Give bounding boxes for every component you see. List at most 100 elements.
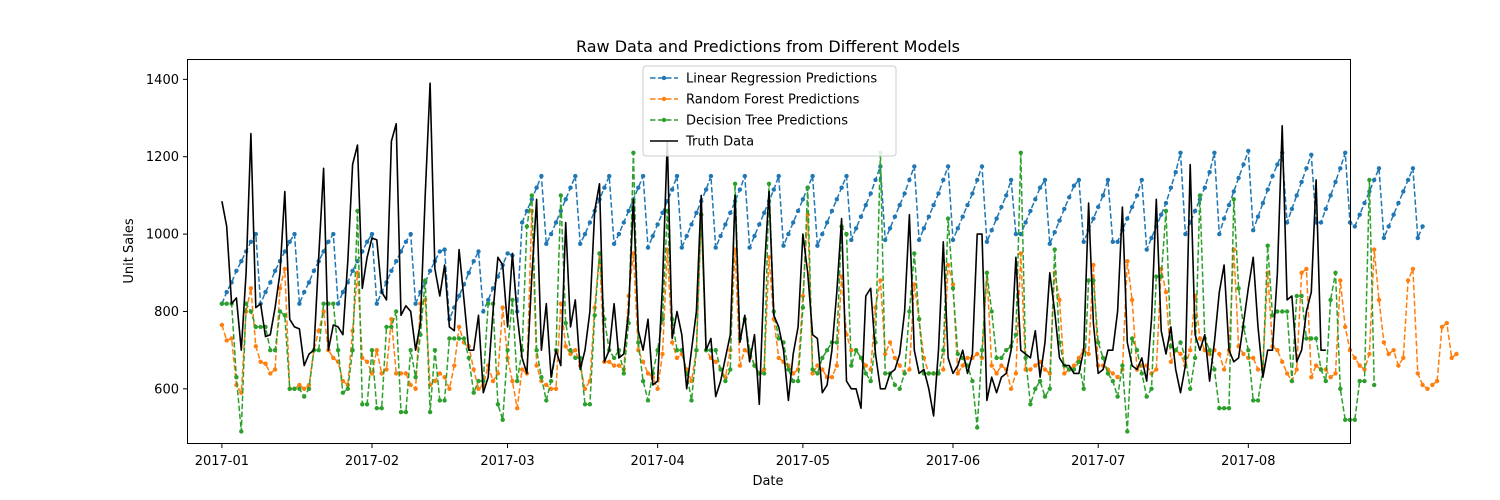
x-tick-label: 2017-03 <box>480 454 534 469</box>
data-point <box>539 375 544 380</box>
data-point <box>728 367 733 372</box>
data-point <box>253 344 258 349</box>
data-point <box>955 371 960 376</box>
data-point <box>379 406 384 411</box>
data-point <box>539 173 544 179</box>
data-point <box>626 208 631 214</box>
data-point <box>1328 297 1333 303</box>
data-point <box>1362 367 1367 372</box>
data-point <box>360 402 365 407</box>
data-point <box>839 185 844 190</box>
data-point <box>863 371 868 376</box>
data-point <box>994 216 999 221</box>
series-random-forest-predictions <box>219 208 1459 411</box>
data-point <box>1192 208 1198 214</box>
data-point <box>844 173 849 179</box>
data-point <box>1212 367 1217 372</box>
x-tick-label: 2017-06 <box>926 454 980 469</box>
data-point <box>1212 150 1217 155</box>
data-point <box>834 340 839 345</box>
data-point <box>1333 270 1338 275</box>
data-point <box>369 231 375 237</box>
data-point <box>1246 348 1251 353</box>
data-point <box>1289 378 1295 384</box>
data-point <box>1154 274 1159 279</box>
data-point <box>1372 382 1377 388</box>
data-point <box>941 367 946 372</box>
data-point <box>820 355 825 361</box>
data-point <box>1178 351 1183 357</box>
x-axis: 2017-01 2017-02 2017-03 2017-04 2017-05 2017-… <box>195 443 1275 469</box>
data-point <box>989 363 994 368</box>
data-point <box>684 233 689 239</box>
data-point <box>1100 355 1106 361</box>
data-point <box>306 386 312 391</box>
data-point <box>1207 170 1212 175</box>
data-point <box>723 378 728 384</box>
data-point <box>950 237 956 243</box>
data-point <box>1231 197 1237 202</box>
data-point <box>1405 278 1411 283</box>
data-point <box>529 193 534 198</box>
data-point <box>1352 417 1358 422</box>
data-point <box>1120 363 1125 368</box>
data-point <box>945 216 951 221</box>
y-tick-label: 600 <box>154 382 179 397</box>
data-point <box>452 336 457 341</box>
data-point <box>282 249 287 254</box>
x-tick-label: 2017-02 <box>345 454 399 469</box>
data-point <box>384 367 389 372</box>
data-point <box>1405 177 1411 183</box>
data-point <box>592 313 597 318</box>
data-point <box>999 204 1004 210</box>
data-point <box>432 348 438 353</box>
series-decision-tree-predictions <box>219 150 1377 434</box>
data-point <box>883 237 888 243</box>
data-point <box>1396 363 1401 368</box>
data-point <box>1197 193 1203 198</box>
data-point <box>912 164 917 169</box>
data-point <box>563 197 568 202</box>
data-point <box>810 173 815 179</box>
data-point <box>447 386 452 391</box>
data-point <box>791 220 796 225</box>
data-point <box>515 378 520 384</box>
data-point <box>1236 175 1241 181</box>
data-point <box>1357 363 1362 368</box>
data-point <box>1401 189 1406 194</box>
data-point <box>331 231 336 237</box>
data-point <box>316 328 321 333</box>
data-point <box>466 270 471 275</box>
data-point <box>1284 371 1290 376</box>
data-point <box>519 220 525 225</box>
data-point <box>1013 371 1019 376</box>
data-point <box>456 336 462 341</box>
data-point <box>892 355 898 361</box>
data-point <box>1062 371 1067 376</box>
data-point <box>829 208 835 214</box>
data-point <box>1163 200 1169 206</box>
data-point <box>1280 359 1285 364</box>
data-point <box>219 322 225 328</box>
data-point <box>1086 278 1091 283</box>
data-point <box>708 173 714 179</box>
data-point <box>645 371 651 376</box>
series-line-random-forest-predictions <box>221 210 1457 409</box>
y-tick-label: 800 <box>154 305 179 320</box>
data-point <box>611 355 617 361</box>
data-point <box>505 251 510 256</box>
data-point <box>640 359 646 364</box>
y-tick-label: 1200 <box>146 150 179 165</box>
data-point <box>1115 375 1120 380</box>
data-point <box>379 371 384 376</box>
data-point <box>941 177 946 183</box>
data-point <box>1062 206 1067 212</box>
data-point <box>907 309 912 314</box>
data-point <box>936 191 941 196</box>
data-point <box>1420 382 1425 388</box>
data-point <box>1415 371 1421 376</box>
data-point <box>960 214 965 219</box>
data-point <box>1013 231 1019 237</box>
data-point <box>374 301 379 306</box>
data-point <box>1086 351 1091 357</box>
